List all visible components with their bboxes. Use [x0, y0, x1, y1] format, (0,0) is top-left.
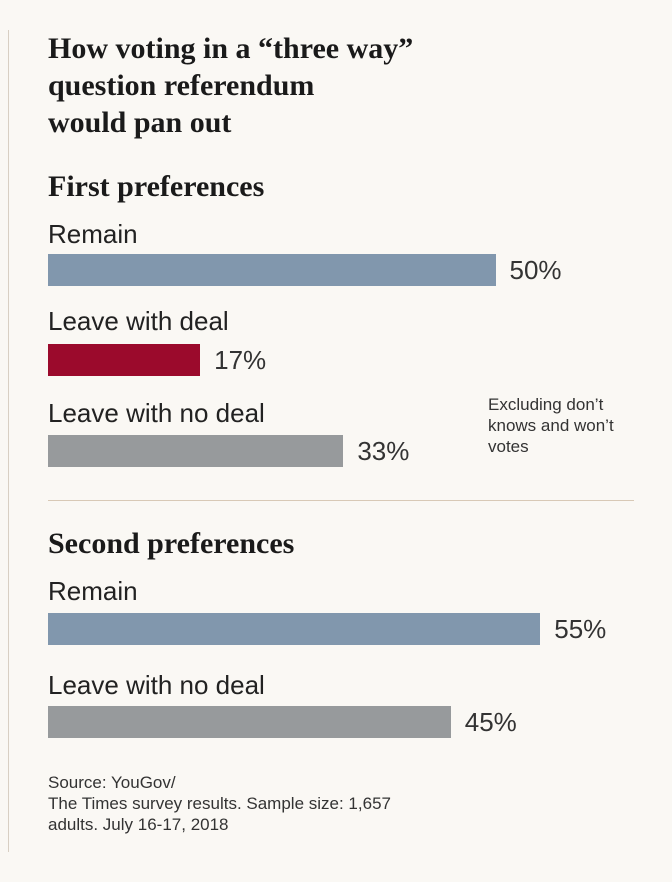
- value-label: 55%: [554, 614, 607, 644]
- source-line: adults. July 16-17, 2018: [48, 815, 229, 834]
- chart-title: How voting in a “three way” question ref…: [48, 30, 568, 141]
- bar-second-leave-no-deal: [48, 706, 451, 738]
- category-label: Leave with no deal: [48, 398, 265, 428]
- value-label: 50%: [509, 255, 562, 285]
- bar-first-leave-with-deal: [48, 344, 201, 376]
- category-label: Remain: [48, 219, 138, 249]
- left-rule: [8, 30, 9, 852]
- bar-first-leave-no-deal: [48, 435, 344, 467]
- category-label: Remain: [48, 576, 138, 606]
- second-preferences-heading: Second preferences: [48, 527, 295, 560]
- first-preferences-heading: First preferences: [48, 170, 265, 203]
- value-label: 17%: [214, 345, 267, 375]
- source-note: Source: YouGov/ The Times survey results…: [48, 772, 468, 835]
- section-divider: [48, 500, 634, 501]
- category-label: Leave with no deal: [48, 670, 265, 700]
- chart-title-line: question referendum: [48, 69, 315, 102]
- chart-title-line: How voting in a “three way”: [48, 32, 414, 65]
- exclusion-note: Excluding don’t knows and won’t votes: [488, 395, 614, 456]
- category-label: Leave with deal: [48, 306, 229, 336]
- bar-first-remain: [48, 254, 496, 286]
- chart-title-line: would pan out: [48, 106, 232, 139]
- value-label: 45%: [464, 707, 517, 737]
- value-label: 33%: [357, 436, 410, 466]
- bar-second-remain: [48, 613, 541, 645]
- source-line: Source: YouGov/: [48, 773, 176, 792]
- source-line: The Times survey results. Sample size: 1…: [48, 794, 391, 813]
